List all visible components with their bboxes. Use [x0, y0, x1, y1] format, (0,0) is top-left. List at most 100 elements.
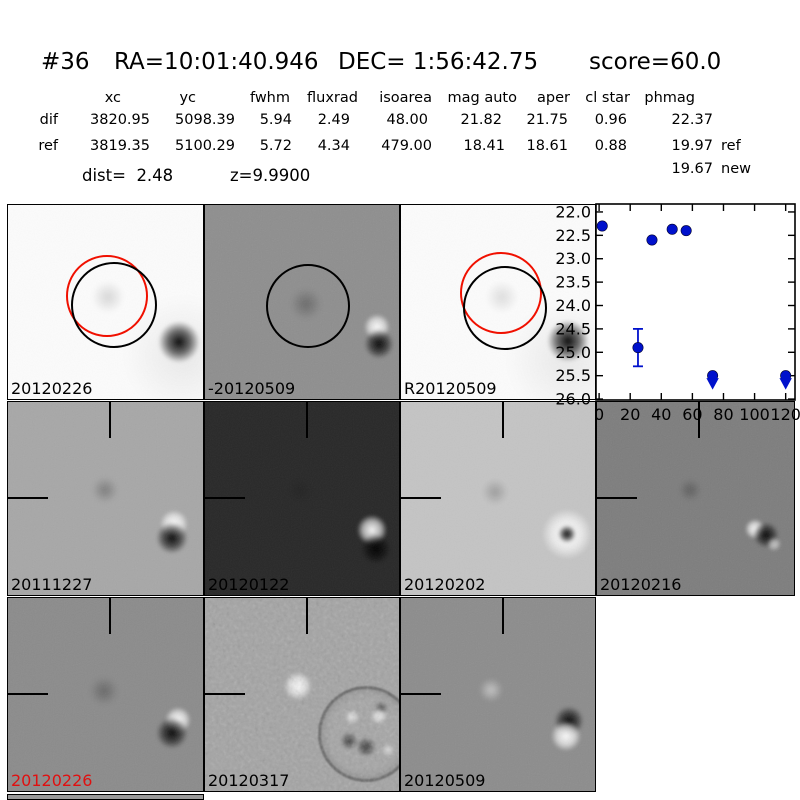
ref-fluxrad: 4.34 [317, 138, 350, 154]
ref-clstar: 0.88 [594, 138, 627, 154]
col-header-fwhm: fwhm [249, 90, 290, 106]
cutout-epoch: 20120317 [204, 597, 400, 792]
cutout-epoch: 20120226 [7, 597, 204, 792]
ref-aper: 18.61 [526, 138, 568, 154]
faint-source [91, 476, 119, 504]
aperture-circle-black [463, 266, 547, 350]
col-header-isoarea: isoarea [379, 90, 432, 106]
panel-date-label: 20120226 [11, 379, 93, 398]
dif-row-label: dif [39, 112, 58, 128]
position-tick-vertical [698, 402, 700, 438]
position-tick-vertical [306, 598, 308, 634]
cutout-new-epoch: 20120226 [7, 204, 204, 400]
data-point [666, 223, 678, 235]
faint-source [678, 478, 702, 502]
ref-phmag: 19.97 [671, 138, 713, 154]
position-tick-horizontal [205, 497, 245, 499]
dif-fwhm: 5.94 [259, 112, 292, 128]
mask-ring-white [382, 744, 394, 756]
ref-magauto: 18.41 [463, 138, 505, 154]
position-tick-horizontal [8, 497, 48, 499]
panel-date-label: 20120226 [11, 771, 93, 790]
dif-magauto: 21.82 [460, 112, 502, 128]
plot-frame [595, 203, 796, 401]
new-phmag-suffix: new [721, 161, 751, 177]
ref-fwhm: 5.72 [259, 138, 292, 154]
star-core-black [558, 525, 576, 543]
faint-source [481, 478, 509, 506]
dif-clstar: 0.96 [594, 112, 627, 128]
dipole-black [361, 534, 391, 564]
ref-phmag-suffix: ref [721, 138, 741, 154]
ref-isoarea: 479.00 [381, 138, 432, 154]
position-tick-vertical [109, 598, 111, 634]
col-header-fluxrad: fluxrad [307, 90, 358, 106]
cutout-difference: -20120509 [204, 204, 400, 400]
faint-source [86, 678, 122, 704]
candidate-score: score=60.0 [589, 49, 722, 75]
col-header-yc: yc [179, 90, 196, 106]
col-header-clstar: cl star [585, 90, 630, 106]
dipole-black [364, 329, 394, 359]
dipole-white-small [767, 537, 781, 551]
position-tick-horizontal [8, 693, 48, 695]
cutout-reference: R20120509 [400, 204, 596, 400]
col-header-magauto: mag auto [447, 90, 517, 106]
data-point [680, 225, 692, 237]
candidate-id: #36 [41, 49, 90, 75]
col-header-aper: aper [537, 90, 570, 106]
data-point [780, 370, 792, 382]
mask-ring-dark [356, 737, 376, 757]
dif-aper: 21.75 [526, 112, 568, 128]
cutout-epoch: 20120509 [400, 597, 596, 792]
dist-value: dist= 2.48 [82, 166, 174, 185]
ref-yc: 5100.29 [175, 138, 235, 154]
dif-phmag: 22.37 [671, 112, 713, 128]
dipole-black [156, 522, 188, 554]
panel-date-label: -20120509 [208, 379, 296, 398]
star-blob [158, 321, 200, 363]
panel-date-label: 20120509 [404, 771, 486, 790]
col-header-xc: xc [104, 90, 121, 106]
data-point [646, 234, 658, 246]
mask-ring-white [345, 710, 359, 724]
position-tick-horizontal [401, 497, 441, 499]
faint-source [288, 478, 312, 502]
bright-source [284, 672, 312, 700]
panel-date-label: 20120216 [600, 575, 682, 594]
redshift-value: z=9.9900 [230, 166, 311, 185]
limit-arrow [779, 378, 792, 390]
position-tick-vertical [306, 402, 308, 438]
dipole-black [156, 717, 188, 749]
ref-xc: 3819.35 [90, 138, 150, 154]
dif-yc: 5098.39 [175, 112, 235, 128]
position-tick-vertical [502, 402, 504, 438]
panel-date-label: 20120202 [404, 575, 486, 594]
aperture-circle-black [71, 262, 157, 348]
panel-date-label: R20120509 [404, 379, 497, 398]
mask-ring-white [371, 708, 387, 724]
data-point [632, 342, 644, 354]
position-tick-horizontal [205, 693, 245, 695]
cutout-epoch: 20120216 [596, 401, 795, 596]
position-tick-horizontal [401, 693, 441, 695]
dif-isoarea: 48.00 [386, 112, 428, 128]
panel-date-label: 20120317 [208, 771, 290, 790]
panel-date-label: 20120122 [208, 575, 290, 594]
position-tick-vertical [502, 598, 504, 634]
new-phmag: 19.67 [671, 161, 713, 177]
star-blob [547, 320, 589, 362]
cutout-epoch: 20111227 [7, 401, 204, 596]
ref-row-label: ref [38, 138, 58, 154]
candidate-dec: DEC= 1:56:42.75 [338, 49, 539, 75]
clipped-next-panel [7, 794, 204, 800]
panel-date-label: 20111227 [11, 575, 93, 594]
cutout-epoch: 20120122 [204, 401, 400, 596]
dif-xc: 3820.95 [90, 112, 150, 128]
dif-fluxrad: 2.49 [317, 112, 350, 128]
candidate-ra: RA=10:01:40.946 [114, 49, 319, 75]
col-header-phmag: phmag [644, 90, 695, 106]
cutout-epoch: 20120202 [400, 401, 596, 596]
masked-star-disk [321, 689, 399, 779]
